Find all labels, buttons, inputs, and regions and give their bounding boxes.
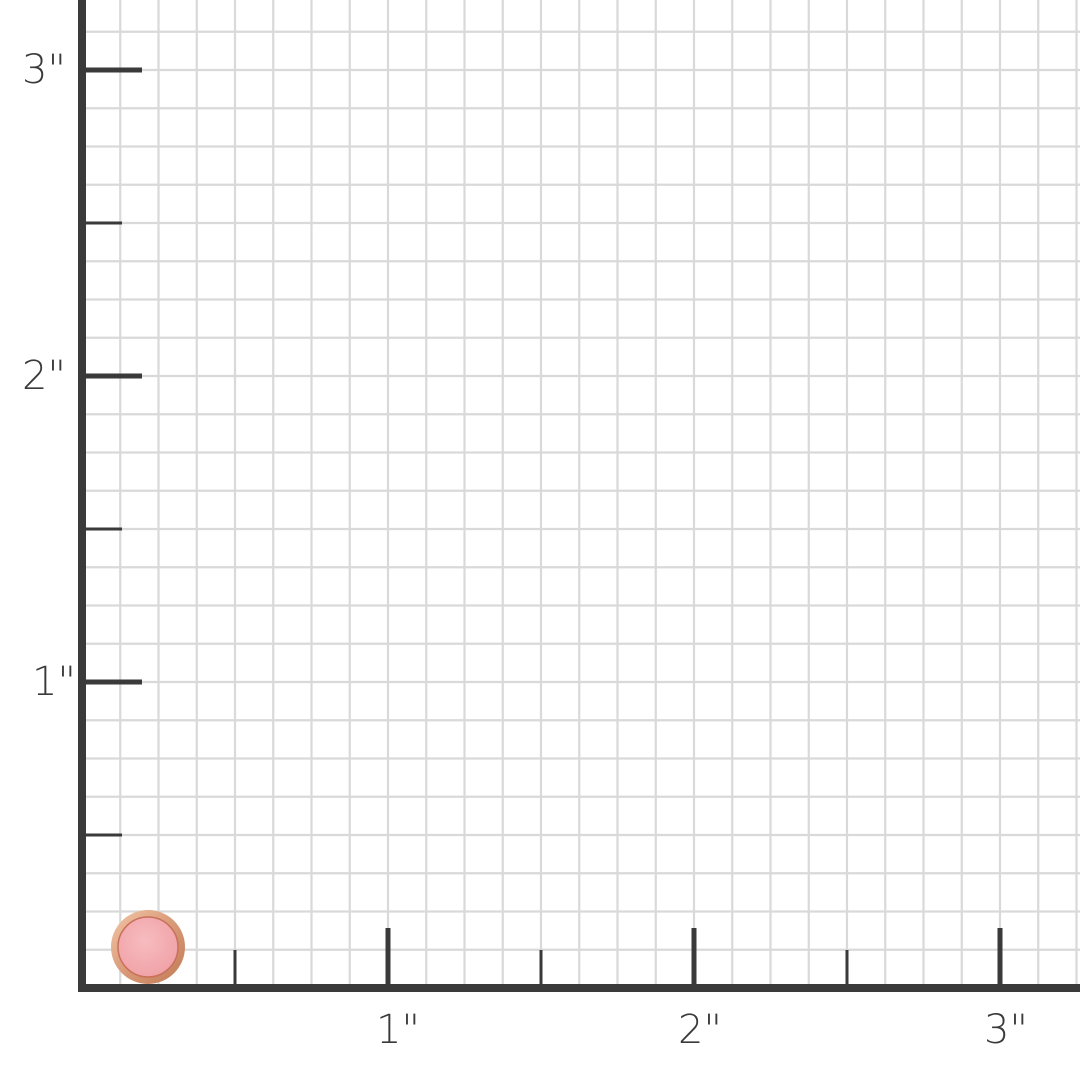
x-label-1: 1": [376, 1007, 420, 1053]
pink-gemstone: [117, 916, 179, 978]
y-label-1: 1": [32, 659, 76, 705]
x-label-2: 2": [678, 1007, 722, 1053]
y-label-3: 3": [22, 47, 66, 93]
y-label-2: 2": [22, 353, 66, 399]
x-label-3: 3": [984, 1007, 1028, 1053]
